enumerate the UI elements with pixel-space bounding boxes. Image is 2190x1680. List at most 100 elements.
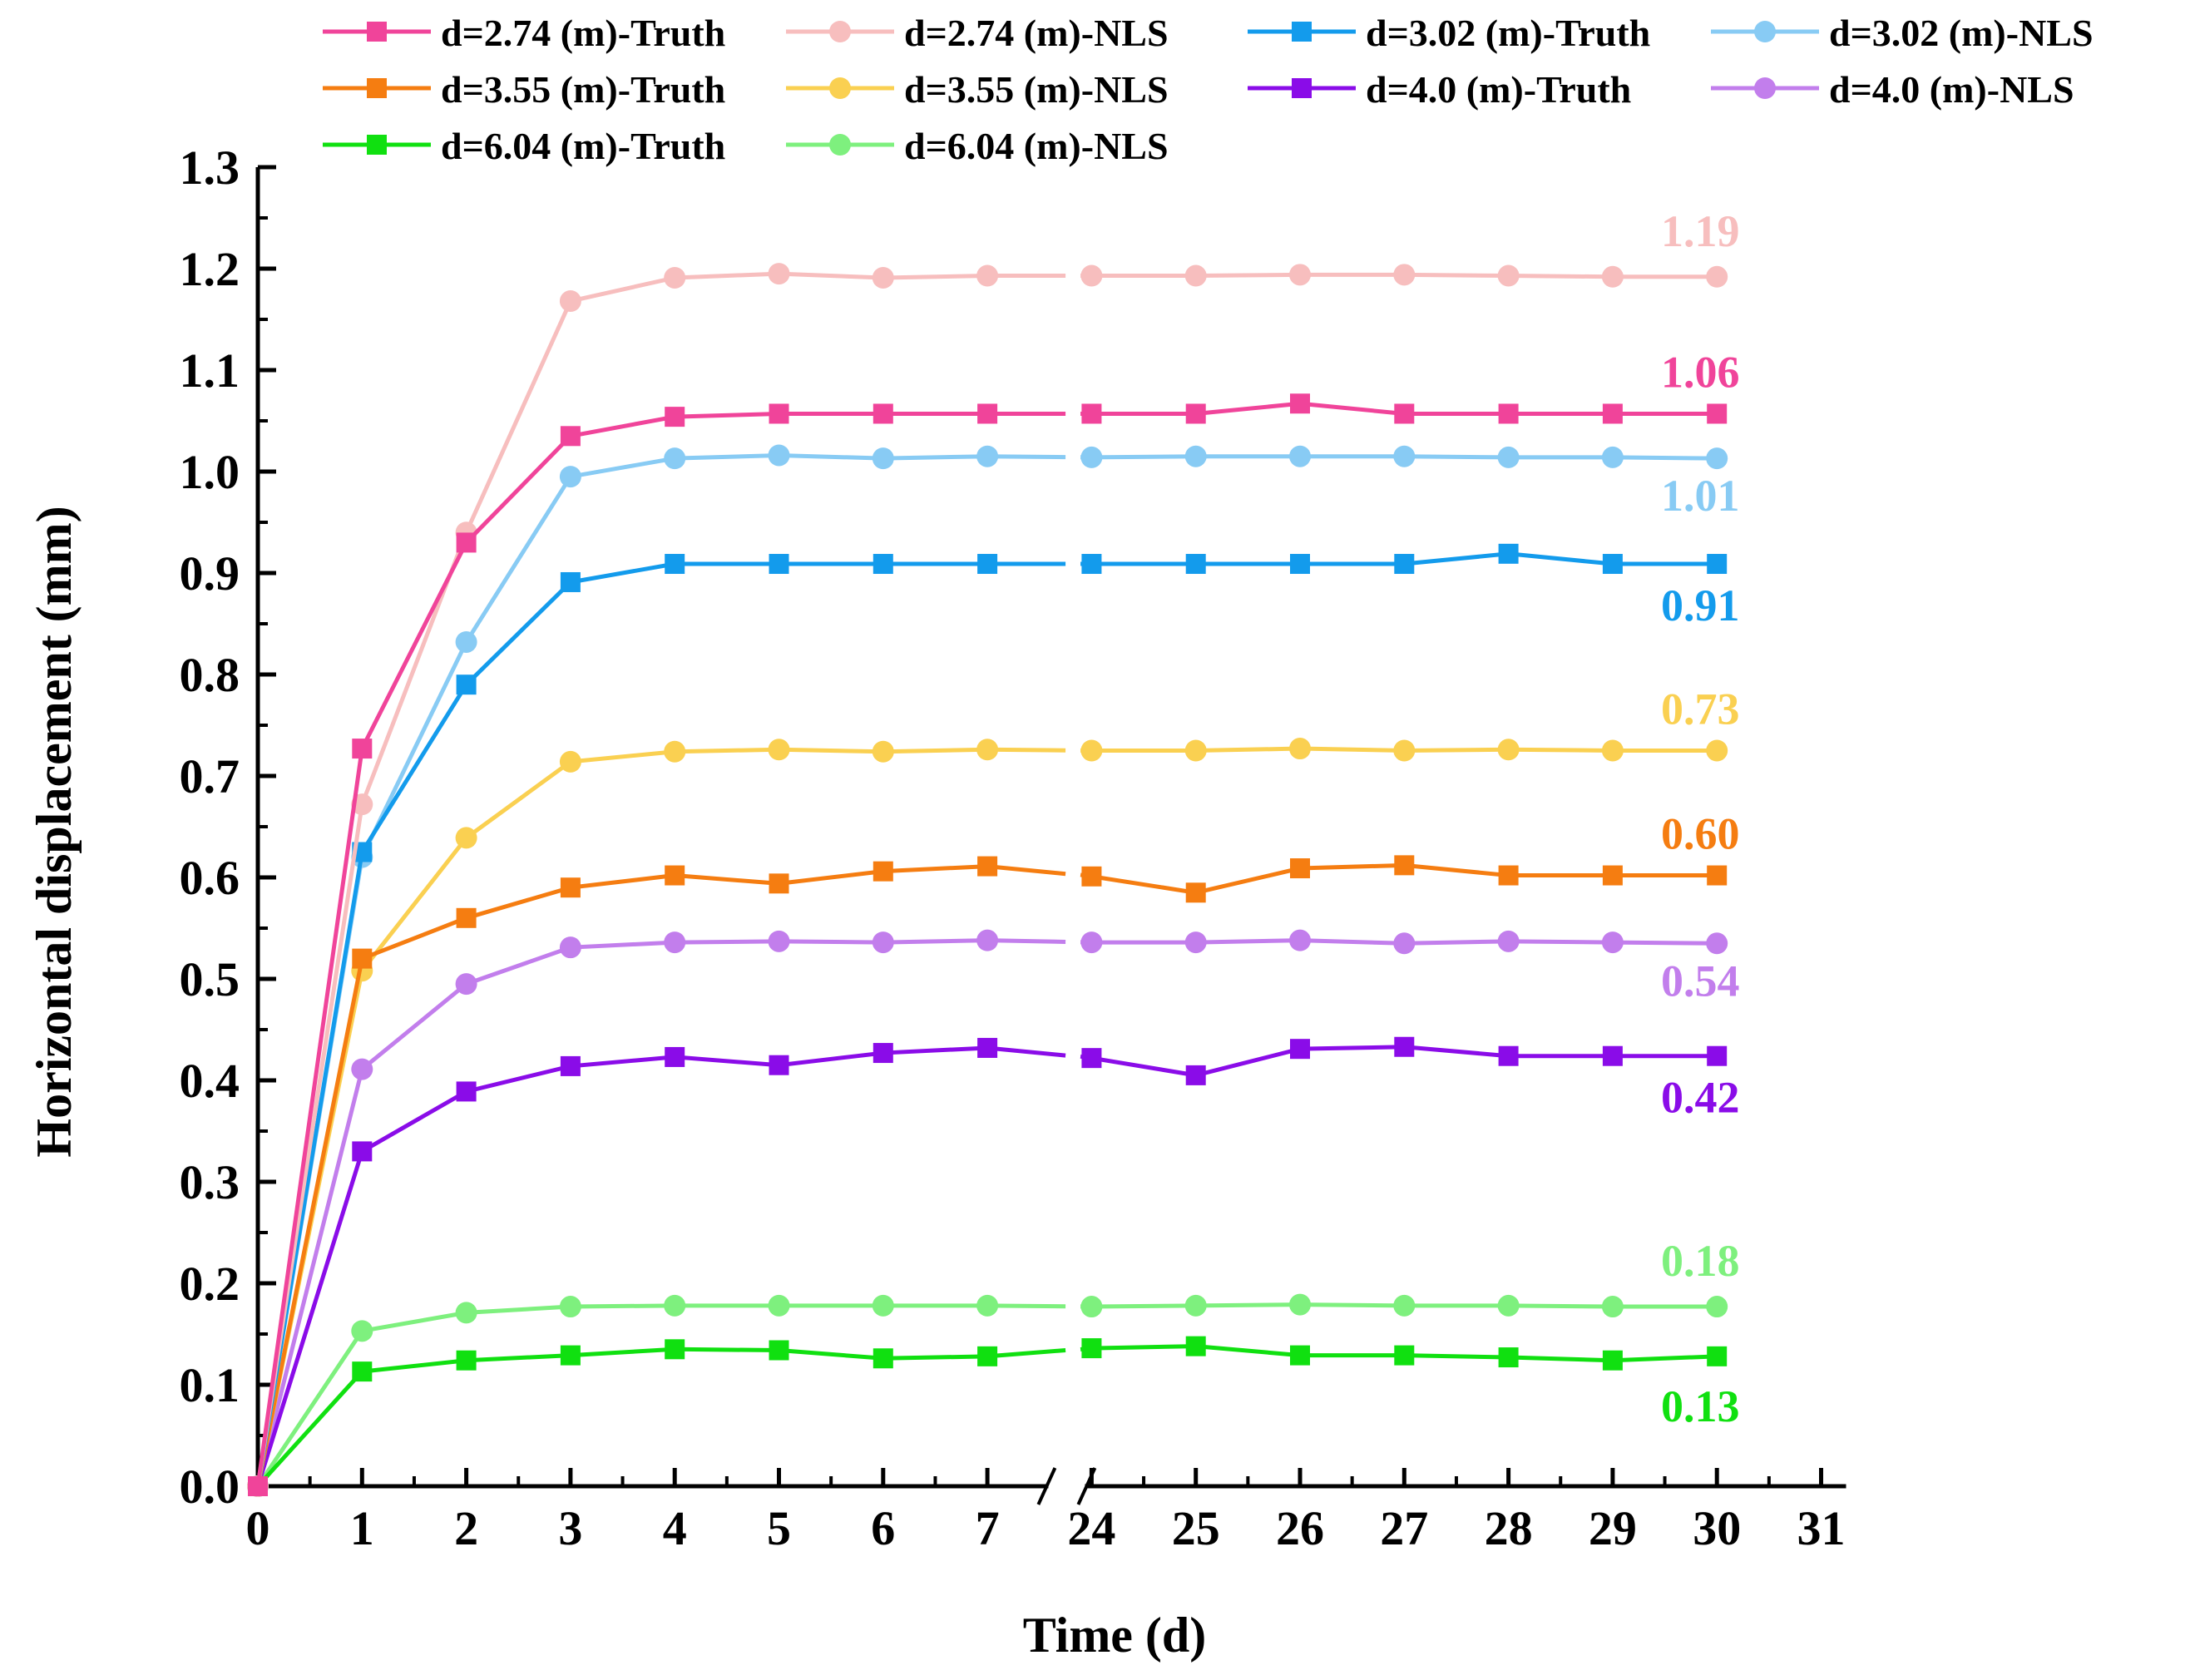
data-point-circle [559,750,581,773]
series-line [1080,746,1718,754]
data-point-circle [872,740,894,763]
data-point-square [352,1141,373,1162]
legend-item: d=3.02 (m)-NLS [1711,12,2094,54]
data-point-circle [1080,264,1103,287]
data-point-circle [768,1294,790,1317]
legend-label: d=6.04 (m)-Truth [441,125,725,167]
data-point-circle [768,444,790,467]
data-point-square [1602,403,1623,424]
series-line [255,561,1066,1487]
data-point-square [1394,403,1415,424]
data-point-circle [1393,445,1416,467]
data-point-square [1081,403,1102,424]
data-point-circle [1497,739,1520,761]
data-point-square [1602,554,1623,575]
data-point-square [456,1081,477,1102]
x-tick-label: 26 [1276,1501,1324,1555]
data-point-square [665,865,685,886]
data-point-square [1081,1338,1102,1359]
y-tick-label: 1.3 [180,141,240,195]
data-point-circle [976,1294,999,1317]
series-line [1080,862,1718,895]
data-point-circle [1080,446,1103,468]
data-point-square [1498,543,1519,564]
data-point-square [665,1339,685,1360]
data-point-square [977,403,998,424]
legend-marker [1292,78,1312,98]
data-point-square [1707,1346,1728,1366]
legend-item: d=2.74 (m)-NLS [786,12,1169,54]
legend-marker [367,135,387,155]
data-point-square [1498,403,1519,424]
x-tick-label: 1 [350,1501,374,1555]
x-tick-label: 31 [1797,1501,1846,1555]
legend-item: d=3.55 (m)-Truth [323,68,725,111]
y-tick-label: 1.1 [180,343,240,398]
data-point-circle [1289,445,1311,467]
y-tick-label: 0.1 [180,1358,240,1412]
series-line [255,864,1066,1487]
data-point-circle [1497,264,1520,287]
legend-label: d=4.0 (m)-Truth [1366,68,1631,111]
series-line [1080,401,1718,416]
data-point-square [1081,554,1102,575]
series-line [255,1045,1066,1487]
data-point-circle [1184,1294,1207,1317]
legend: d=2.74 (m)-Truth d=2.74 (m)-NLS d=3.02 (m)… [323,12,2094,167]
x-tick-label: 28 [1485,1501,1533,1555]
data-point-circle [1289,1293,1311,1316]
data-point-square [1602,1350,1623,1371]
x-tick-label: 4 [663,1501,687,1555]
data-point-circle [559,1296,581,1318]
end-value-label: 0.60 [1661,809,1740,859]
legend-label: d=3.55 (m)-Truth [441,68,725,111]
data-point-square [873,1043,893,1064]
series-d-4-0-m-truth [248,1036,1728,1496]
data-point-circle [872,266,894,289]
data-point-circle [1601,446,1624,468]
data-point-square [1290,1345,1310,1366]
data-point-circle [872,931,894,954]
data-point-circle [1080,1296,1103,1318]
data-point-circle [1706,1296,1728,1318]
legend-label: d=2.74 (m)-Truth [441,12,725,54]
data-point-square [1185,1336,1206,1356]
data-point-square [873,403,893,424]
series-line [1080,454,1718,461]
series-line [1080,938,1718,946]
data-point-circle [1601,1296,1624,1318]
legend-item: d=6.04 (m)-Truth [323,125,725,167]
x-tick-label: 5 [767,1501,791,1555]
data-point-square [1498,1045,1519,1066]
data-point-square [1081,866,1102,887]
data-point-circle [455,630,477,653]
series-d-3-55-m-nls [247,738,1728,1497]
y-tick-label: 0.4 [180,1054,240,1108]
data-point-circle [976,739,999,761]
series-line [256,1346,1066,1488]
end-value-label: 0.73 [1661,684,1740,734]
data-point-circle [1080,931,1103,954]
data-point-square [769,873,789,894]
data-point-circle [1393,932,1416,955]
data-point-square [977,1346,998,1366]
legend-marker [829,77,851,99]
data-point-circle [1706,265,1728,288]
data-point-square [1185,882,1206,903]
data-point-square [665,554,685,575]
data-point-circle [1497,446,1520,468]
data-point-circle [1393,1294,1416,1317]
data-point-circle [1706,932,1728,955]
data-point-square [769,403,789,424]
legend-label: d=3.55 (m)-NLS [904,68,1169,111]
data-point-circle [664,1294,686,1317]
legend-item: d=4.0 (m)-NLS [1711,68,2074,111]
legend-marker [829,134,851,156]
y-tick-label: 0.7 [180,749,240,803]
series-line [255,452,1066,1487]
end-value-label: 1.06 [1661,347,1740,397]
end-value-label: 1.01 [1661,471,1740,521]
data-point-square [1394,1036,1415,1057]
y-tick-label: 0.5 [180,952,240,1006]
